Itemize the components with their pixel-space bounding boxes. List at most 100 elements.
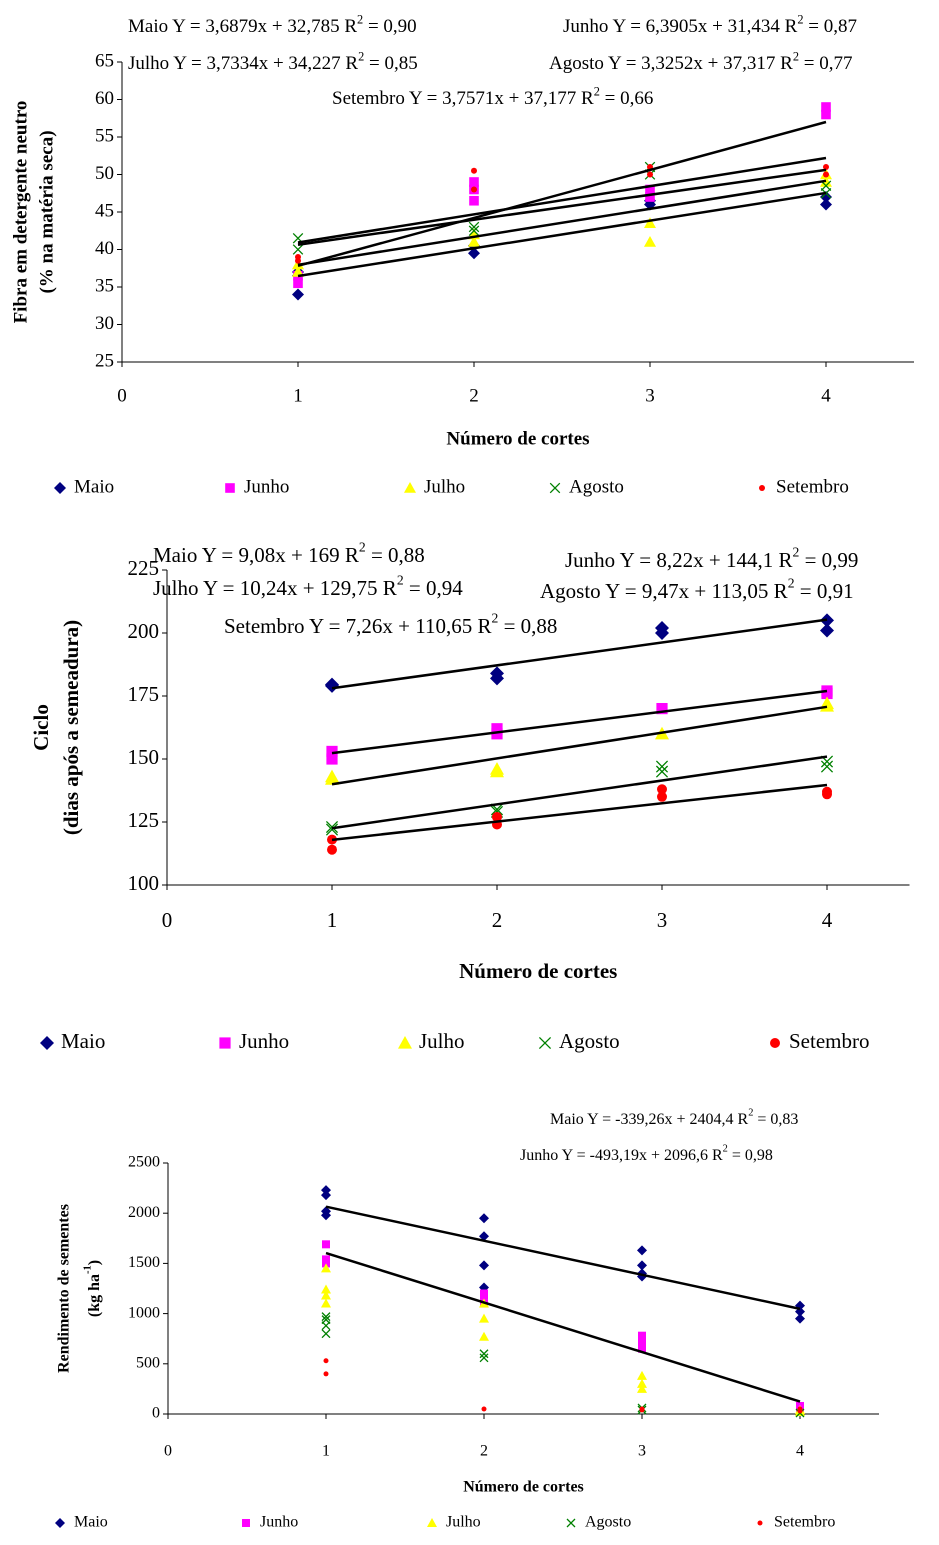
- marker: [293, 278, 303, 289]
- text-part: = 0,88: [366, 543, 425, 567]
- text-part: Maio Y = -339,26x + 2404,4 R: [550, 1111, 749, 1128]
- legend-marker: [427, 1518, 437, 1527]
- marker: [325, 677, 339, 692]
- x-tick-label: 4: [822, 908, 833, 932]
- superscript: 2: [723, 1144, 728, 1155]
- marker: [644, 217, 656, 229]
- marker: [797, 1406, 803, 1412]
- marker: [657, 784, 667, 795]
- legend-marker: [404, 482, 416, 493]
- text-part: = 0,99: [799, 548, 858, 572]
- marker: [823, 171, 829, 178]
- marker: [795, 1313, 805, 1324]
- marker: [479, 1313, 489, 1323]
- marker: [647, 171, 653, 178]
- text-part: = 0,66: [600, 88, 653, 109]
- marker: [479, 1331, 489, 1341]
- marker: [321, 1185, 331, 1196]
- text-part: Junho Y = 8,22x + 144,1 R: [565, 548, 792, 572]
- text-part: = 0,90: [363, 16, 416, 37]
- marker: [655, 620, 669, 635]
- trend-line: [325, 1251, 801, 1403]
- legend-label: Julho: [446, 1514, 481, 1531]
- marker: [322, 1255, 330, 1264]
- superscript: 2: [359, 540, 366, 555]
- x-tick-label: 3: [645, 385, 655, 406]
- y-tick-label: 35: [95, 275, 114, 296]
- marker: [292, 244, 304, 255]
- equation: Junho Y = 6,3905x + 31,434 R2 = 0,87: [563, 12, 857, 37]
- y-tick-label: 55: [95, 125, 114, 146]
- equation: Junho Y = 8,22x + 144,1 R2 = 0,99: [565, 545, 858, 572]
- trend-line: [297, 179, 827, 267]
- y-tick-label: 150: [128, 745, 160, 769]
- text-part: Agosto Y = 3,3252x + 37,317 R: [549, 53, 793, 74]
- trend-line: [297, 191, 827, 278]
- marker: [479, 1231, 489, 1242]
- marker: [468, 236, 480, 247]
- text-part: ): [86, 1260, 103, 1265]
- marker: [820, 696, 834, 710]
- superscript: 2: [357, 12, 363, 26]
- legend-label: Agosto: [569, 476, 624, 497]
- marker: [325, 769, 339, 783]
- marker: [490, 762, 504, 775]
- marker: [639, 1406, 645, 1412]
- text-part: Junho Y = -493,19x + 2096,6 R: [520, 1147, 723, 1164]
- marker: [638, 1344, 646, 1353]
- equation: Setembro Y = 3,7571x + 37,177 R2 = 0,66: [332, 84, 653, 109]
- marker: [468, 225, 480, 237]
- equation: Agosto Y = 3,3252x + 37,317 R2 = 0,77: [549, 49, 852, 74]
- x-tick-label: 1: [322, 1443, 330, 1460]
- marker: [821, 102, 831, 112]
- marker: [820, 623, 834, 638]
- y-tick-label: 30: [95, 313, 114, 334]
- y-axis-title: (kg ha-1): [83, 1260, 103, 1317]
- y-tick-label: 125: [128, 808, 160, 832]
- y-tick-label: 50: [95, 163, 114, 184]
- marker: [321, 1290, 331, 1300]
- marker: [820, 198, 832, 211]
- marker: [479, 1353, 489, 1363]
- x-axis-title: Número de cortes: [446, 428, 589, 449]
- superscript: 2: [594, 84, 600, 98]
- marker: [469, 195, 479, 206]
- legend-marker: [549, 482, 561, 494]
- legend-marker: [225, 483, 235, 493]
- text-part: = 0,77: [799, 53, 852, 74]
- trend-line: [297, 168, 827, 246]
- marker: [321, 1329, 331, 1339]
- y-tick-label: 2000: [128, 1204, 160, 1221]
- y-tick-label: 500: [136, 1354, 160, 1371]
- equation: Setembro Y = 7,26x + 110,65 R2 = 0,88: [224, 611, 557, 638]
- legend-marker: [757, 1520, 763, 1526]
- marker: [479, 1260, 489, 1271]
- x-axis-title: Número de cortes: [463, 1479, 584, 1496]
- y-tick-label: 25: [95, 350, 114, 371]
- legend-label: Agosto: [585, 1514, 631, 1531]
- legend-marker: [55, 1518, 65, 1528]
- superscript: 2: [748, 1108, 753, 1119]
- x-tick-label: 2: [480, 1443, 488, 1460]
- marker: [322, 1259, 330, 1268]
- legend-marker: [566, 1518, 576, 1528]
- trend-line: [325, 1205, 801, 1311]
- text-part: Maio Y = 9,08x + 169 R: [153, 543, 359, 567]
- marker: [645, 184, 655, 195]
- text-part: Julho Y = 3,7334x + 34,227 R: [128, 53, 358, 74]
- superscript: 2: [492, 611, 499, 626]
- equation: Maio Y = 3,6879x + 32,785 R2 = 0,90: [128, 12, 417, 37]
- text-part: = 0,83: [753, 1111, 798, 1128]
- marker: [821, 109, 831, 120]
- legend-label: Junho: [239, 1029, 289, 1053]
- marker: [292, 266, 304, 277]
- legend-label: Junho: [260, 1514, 298, 1531]
- legend-label: Junho: [244, 476, 289, 497]
- marker: [323, 1358, 329, 1364]
- marker: [637, 1383, 647, 1393]
- legend-label: Maio: [61, 1029, 105, 1053]
- marker: [295, 254, 301, 260]
- y-tick-label: 175: [128, 682, 160, 706]
- text-part: = 0,94: [404, 576, 464, 600]
